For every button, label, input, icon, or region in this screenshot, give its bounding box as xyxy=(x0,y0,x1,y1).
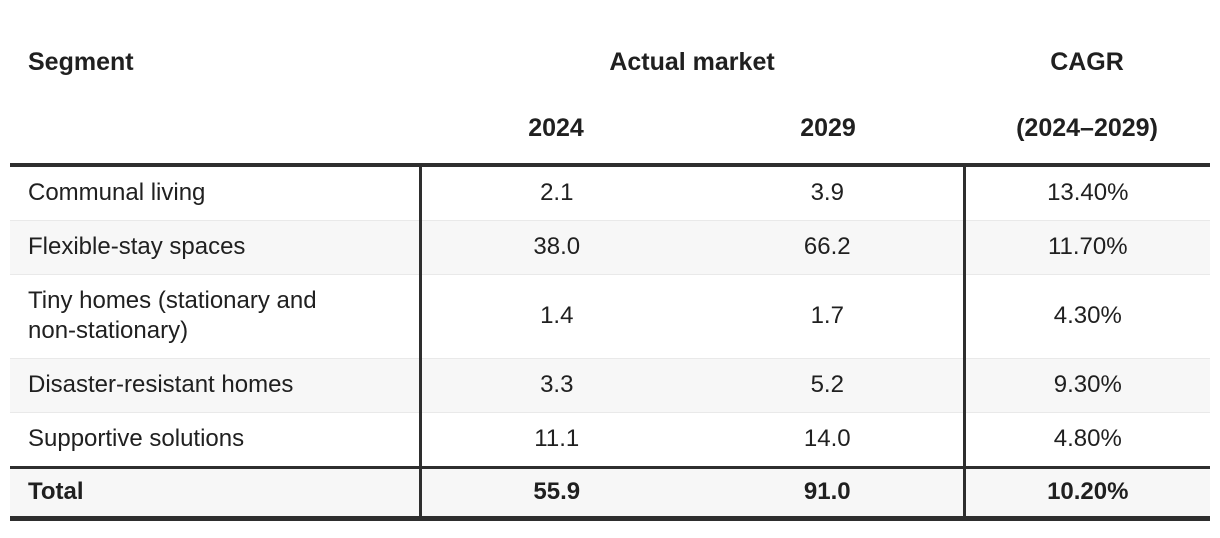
value-2029-cell: 3.9 xyxy=(692,165,965,221)
year-2024-header: 2024 xyxy=(420,80,692,167)
header-row-groups: Segment Actual market CAGR xyxy=(10,0,1210,80)
year-2029-header: 2029 xyxy=(692,80,965,167)
value-2029-cell: 66.2 xyxy=(692,220,965,275)
cagr-cell: 4.80% xyxy=(962,412,1211,468)
table-row: Disaster-resistant homes 3.3 5.2 9.30% xyxy=(10,358,1211,413)
total-label-cell: Total xyxy=(10,466,422,521)
value-2024-cell: 3.3 xyxy=(420,358,692,413)
table-footer: Total 55.9 91.0 10.20% xyxy=(10,466,1211,521)
segment-cell: Disaster-resistant homes xyxy=(10,358,422,413)
value-2029-cell: 5.2 xyxy=(692,358,965,413)
value-2029-cell: 1.7 xyxy=(692,274,965,359)
segment-cell: Flexible-stay spaces xyxy=(10,220,422,275)
header-row-years: 2024 2029 (2024–2029) xyxy=(10,80,1211,167)
table-header: Segment Actual market CAGR 2024 2029 (20… xyxy=(10,0,1211,167)
total-row: Total 55.9 91.0 10.20% xyxy=(10,466,1211,521)
value-2024-cell: 2.1 xyxy=(420,165,692,221)
value-2024-cell: 11.1 xyxy=(420,412,692,468)
market-table-container: Segment Actual market CAGR 2024 2029 (20… xyxy=(10,0,1211,521)
cagr-cell: 13.40% xyxy=(962,165,1211,221)
segment-cell: Tiny homes (stationary and non-stationar… xyxy=(10,274,422,359)
cagr-cell: 4.30% xyxy=(962,274,1211,359)
cagr-cell: 9.30% xyxy=(962,358,1211,413)
value-2029-cell: 14.0 xyxy=(692,412,965,468)
cagr-cell: 11.70% xyxy=(962,220,1211,275)
segment-column-header: Segment xyxy=(28,48,134,76)
total-2024-cell: 55.9 xyxy=(420,466,692,521)
table-row: Communal living 2.1 3.9 13.40% xyxy=(10,165,1211,221)
table-body: Communal living 2.1 3.9 13.40% Flexible-… xyxy=(10,165,1211,468)
segment-cell: Supportive solutions xyxy=(10,412,422,468)
table-row: Supportive solutions 11.1 14.0 4.80% xyxy=(10,412,1211,468)
segment-cell: Communal living xyxy=(10,165,422,221)
value-2024-cell: 38.0 xyxy=(420,220,692,275)
actual-market-group-header: Actual market xyxy=(609,48,775,76)
value-2024-cell: 1.4 xyxy=(420,274,692,359)
table-row: Tiny homes (stationary and non-stationar… xyxy=(10,274,1211,359)
market-segments-table: Segment Actual market CAGR 2024 2029 (20… xyxy=(10,0,1211,521)
total-2029-cell: 91.0 xyxy=(692,466,965,521)
cagr-column-header: CAGR xyxy=(1050,48,1124,76)
total-cagr-cell: 10.20% xyxy=(962,466,1211,521)
table-row: Flexible-stay spaces 38.0 66.2 11.70% xyxy=(10,220,1211,275)
empty-header-cell xyxy=(10,80,420,167)
cagr-range-header: (2024–2029) xyxy=(964,80,1211,167)
